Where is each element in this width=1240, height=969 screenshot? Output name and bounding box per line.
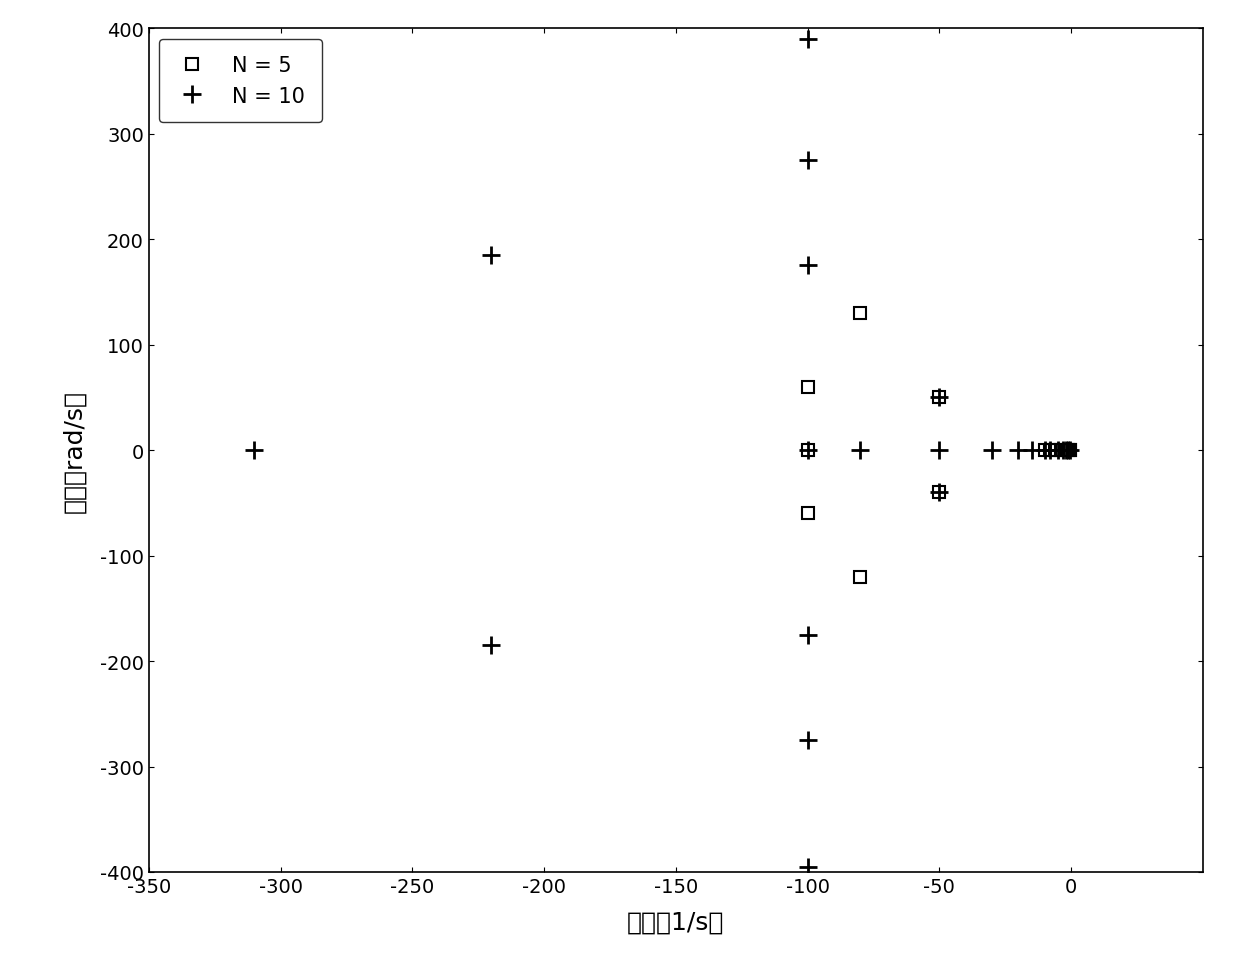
N = 5 (1063, 445, 1078, 456)
N = 10 (853, 445, 868, 456)
N = 10 (800, 735, 815, 746)
N = 5 (932, 487, 947, 499)
N = 10 (1063, 445, 1078, 456)
N = 10 (800, 261, 815, 272)
N = 5 (1061, 445, 1076, 456)
N = 10 (1055, 445, 1070, 456)
N = 10 (932, 392, 947, 404)
N = 10 (1024, 445, 1039, 456)
N = 5 (1063, 445, 1078, 456)
N = 10 (800, 445, 815, 456)
Line: N = 5: N = 5 (801, 307, 1076, 583)
N = 10 (932, 445, 947, 456)
N = 5 (1048, 445, 1063, 456)
N = 10 (484, 640, 498, 651)
N = 10 (800, 34, 815, 46)
Line: N = 10: N = 10 (246, 31, 1079, 876)
N = 5 (853, 572, 868, 583)
X-axis label: 实轴（1/s）: 实轴（1/s） (627, 910, 724, 934)
N = 10 (985, 445, 999, 456)
N = 10 (1011, 445, 1025, 456)
Y-axis label: 虚轴（rad/s）: 虚轴（rad/s） (62, 390, 86, 512)
Legend: N = 5, N = 10: N = 5, N = 10 (159, 40, 321, 123)
N = 5 (1053, 445, 1068, 456)
N = 10 (1043, 445, 1058, 456)
N = 5 (800, 508, 815, 519)
N = 5 (1058, 445, 1073, 456)
N = 10 (247, 445, 262, 456)
N = 10 (1037, 445, 1052, 456)
N = 10 (932, 487, 947, 499)
N = 5 (800, 382, 815, 393)
N = 10 (1050, 445, 1065, 456)
N = 10 (484, 250, 498, 262)
N = 10 (800, 155, 815, 167)
N = 10 (800, 629, 815, 641)
N = 5 (932, 392, 947, 404)
N = 10 (1061, 445, 1076, 456)
N = 5 (800, 445, 815, 456)
N = 10 (800, 861, 815, 873)
N = 5 (1043, 445, 1058, 456)
N = 5 (853, 308, 868, 320)
N = 5 (1037, 445, 1052, 456)
N = 10 (1058, 445, 1073, 456)
